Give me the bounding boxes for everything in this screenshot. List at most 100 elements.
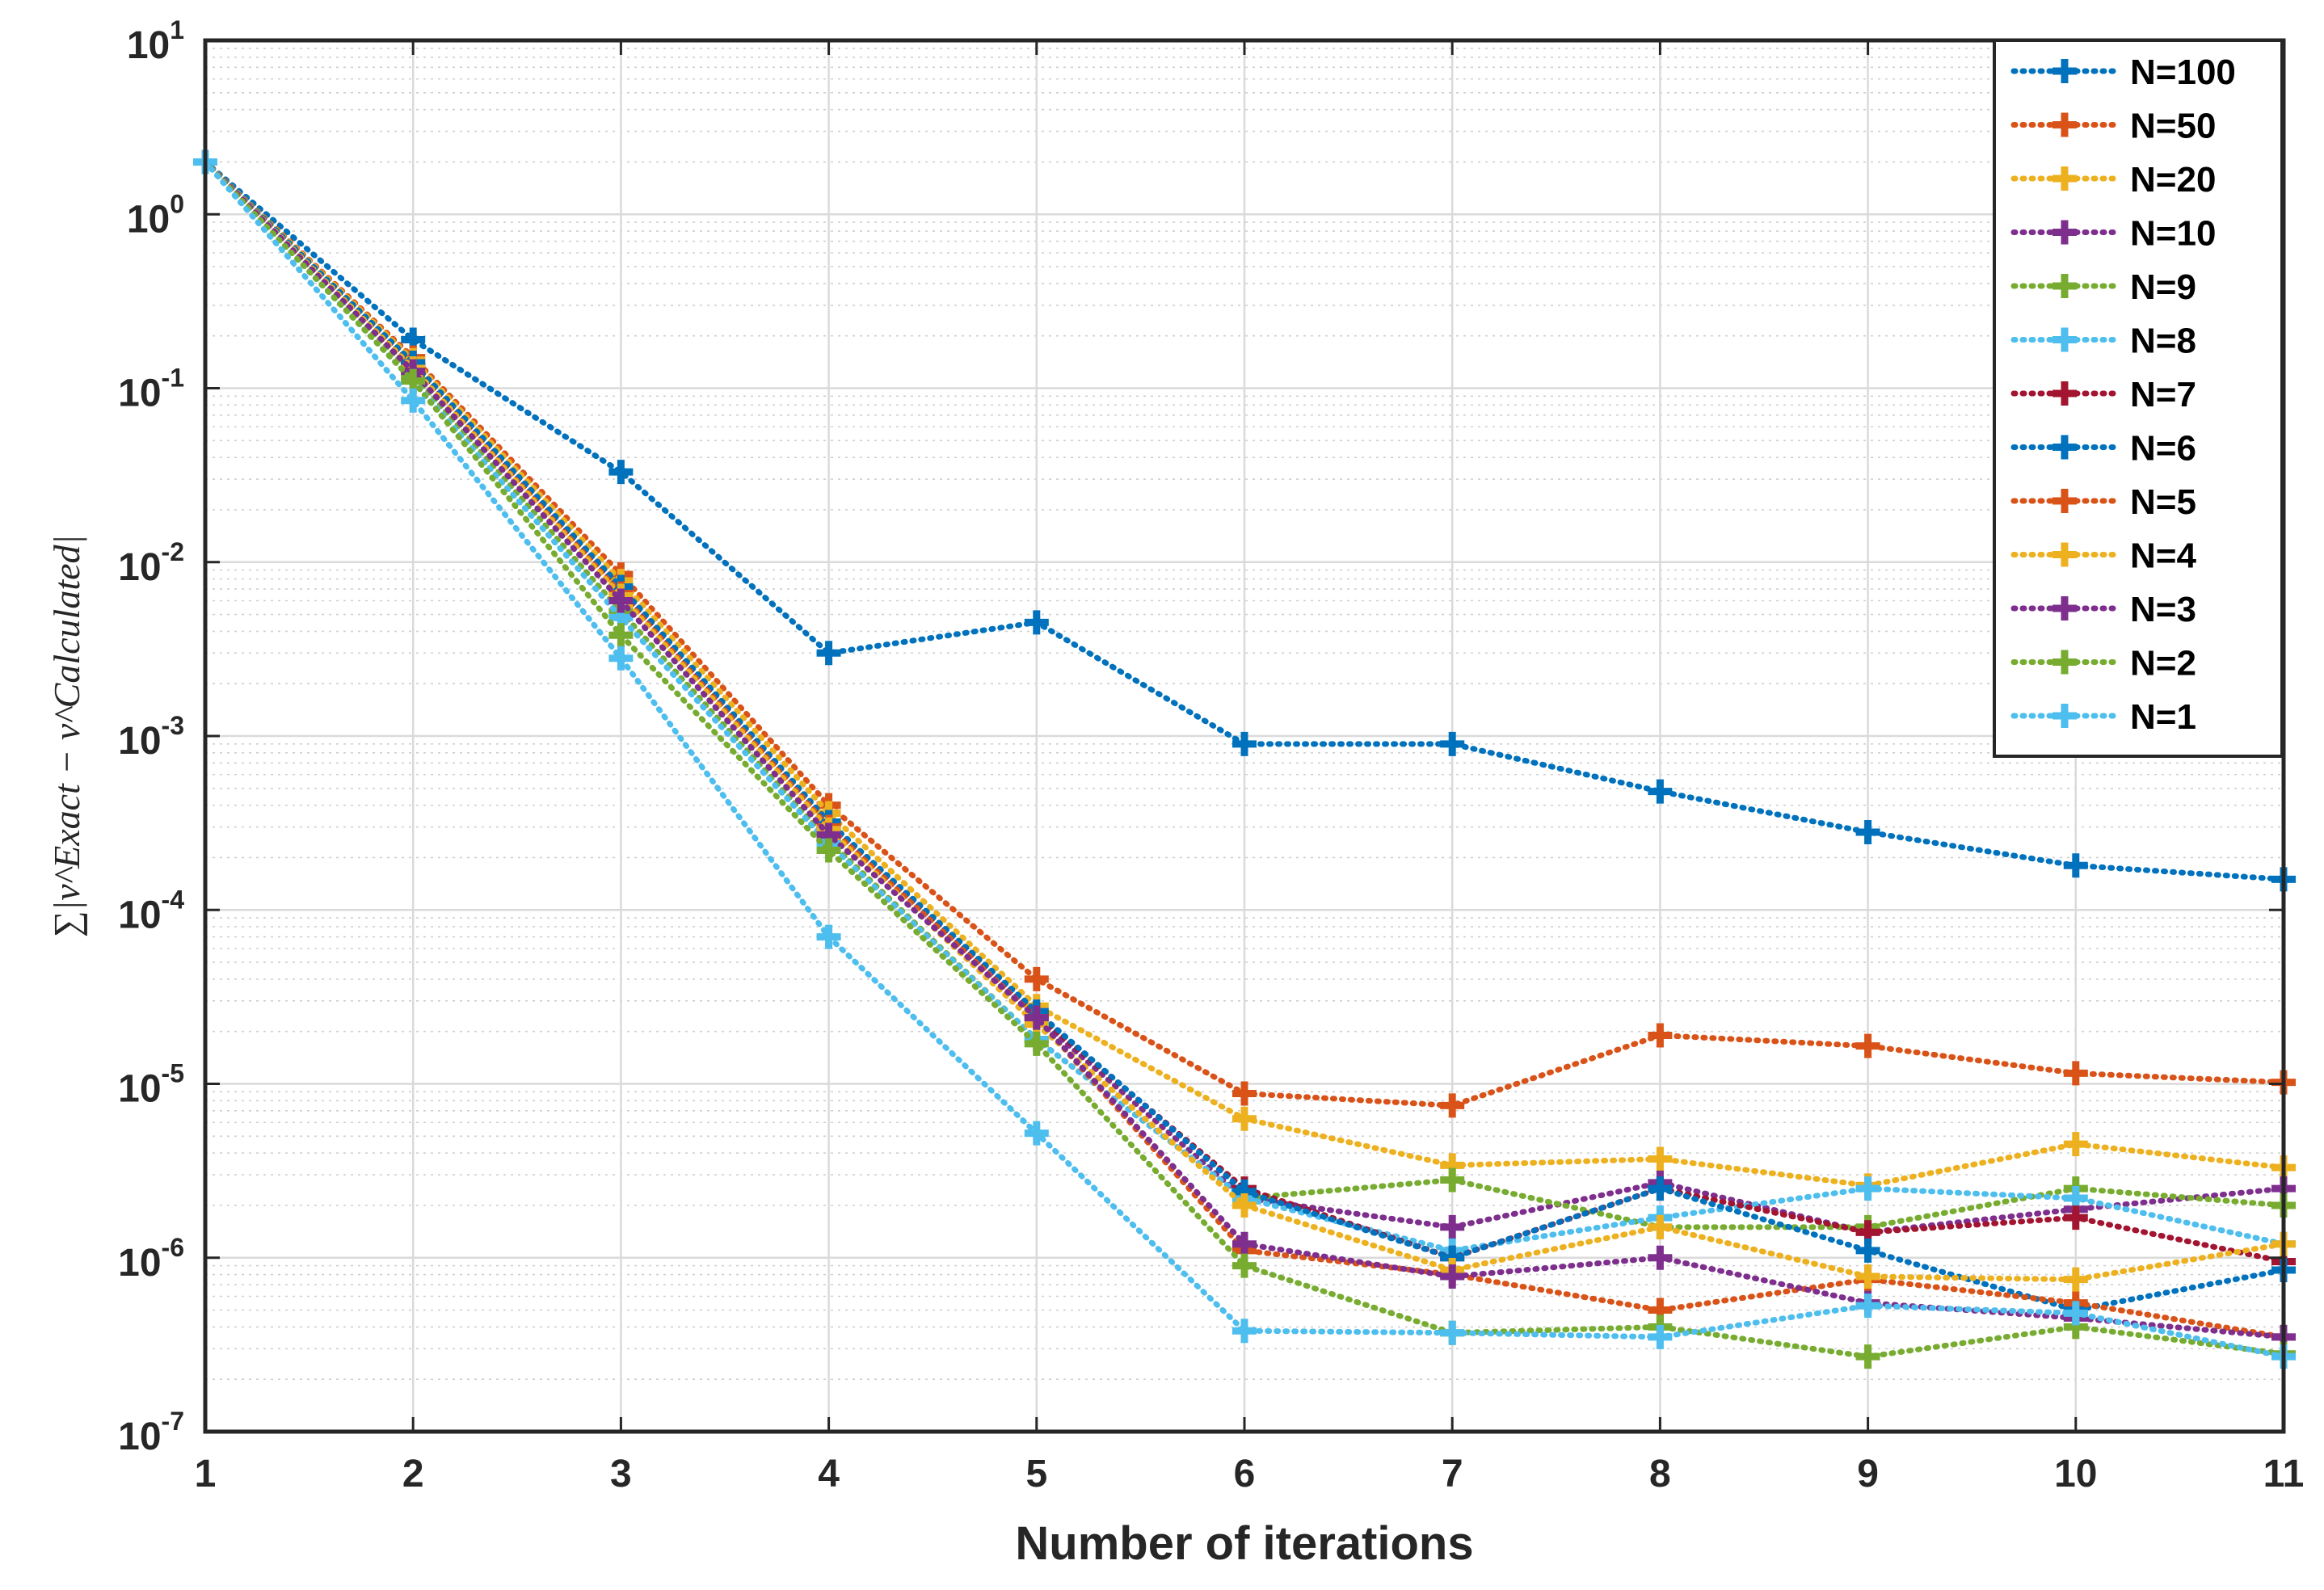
legend-item: N=8 xyxy=(2010,322,2196,361)
x-tick-label: 1 xyxy=(195,1453,217,1495)
data-point xyxy=(1024,966,1049,991)
data-point xyxy=(1648,1023,1673,1048)
legend-marker xyxy=(2052,435,2077,460)
x-tick-label: 8 xyxy=(1649,1453,1671,1495)
x-tick-label: 5 xyxy=(1025,1453,1047,1495)
legend-item: N=10 xyxy=(2010,214,2216,254)
legend-label: N=5 xyxy=(2130,482,2196,522)
data-point xyxy=(1648,779,1673,804)
legend-marker xyxy=(2052,489,2077,513)
legend-label: N=9 xyxy=(2130,267,2196,307)
data-point xyxy=(1648,1245,1673,1270)
data-point xyxy=(1855,1293,1880,1319)
data-point xyxy=(1232,1231,1257,1256)
data-point xyxy=(1024,610,1049,635)
y-tick-label: 10-7 xyxy=(118,1407,184,1458)
data-point xyxy=(816,924,841,949)
data-point xyxy=(1855,1238,1880,1263)
legend-item: N=20 xyxy=(2010,160,2216,200)
data-point xyxy=(1232,1253,1257,1278)
data-point xyxy=(2063,1301,2088,1326)
legend-label: N=100 xyxy=(2130,53,2236,92)
legend-marker xyxy=(2052,596,2077,620)
x-tick-label: 2 xyxy=(402,1453,424,1495)
legend-label: N=6 xyxy=(2130,429,2196,469)
legend-marker xyxy=(2052,59,2077,83)
legend-box xyxy=(1993,39,2284,758)
y-tick-label: 10-5 xyxy=(118,1059,184,1111)
data-point xyxy=(2063,1132,2088,1157)
x-axis-title: Number of iterations xyxy=(1015,1517,1473,1570)
data-point xyxy=(1855,1033,1880,1058)
legend-item: N=9 xyxy=(2010,267,2196,307)
legend-label: N=10 xyxy=(2130,214,2216,254)
data-point xyxy=(2063,1267,2088,1292)
x-tick-label: 3 xyxy=(610,1453,632,1495)
legend-label: N=50 xyxy=(2130,107,2216,146)
y-tick-label: 101 xyxy=(127,15,184,67)
series-line xyxy=(202,158,2287,1230)
series-line xyxy=(202,158,2287,1254)
data-point xyxy=(1024,1005,1049,1030)
x-tick-label: 9 xyxy=(1857,1453,1879,1495)
legend-item: N=2 xyxy=(2010,644,2196,684)
legend-item: N=100 xyxy=(2010,53,2236,92)
series-n-100 xyxy=(193,149,2296,892)
data-point xyxy=(1024,1121,1049,1146)
y-tick-label: 10-1 xyxy=(118,364,184,415)
y-axis-title: ∑|ν^Exact − ν^Calculated| xyxy=(46,535,87,937)
legend-item: N=3 xyxy=(2010,590,2196,629)
legend-label: N=8 xyxy=(2130,322,2196,361)
data-point xyxy=(608,588,634,613)
data-point xyxy=(1855,1176,1880,1201)
legend-item: N=50 xyxy=(2010,107,2216,146)
x-tick-label: 6 xyxy=(1234,1453,1256,1495)
data-point xyxy=(401,388,426,413)
data-point xyxy=(1855,1264,1880,1289)
data-point xyxy=(1440,1093,1465,1118)
legend-label: N=1 xyxy=(2130,697,2196,737)
legend-item: N=6 xyxy=(2010,429,2196,469)
data-point xyxy=(1648,1214,1673,1239)
data-point xyxy=(1440,1320,1465,1345)
x-tick-label: 7 xyxy=(1442,1453,1463,1495)
data-point xyxy=(2063,853,2088,878)
data-point xyxy=(608,460,634,485)
data-point xyxy=(1232,1319,1257,1344)
data-point xyxy=(1232,731,1257,756)
x-tick-labels: 1 2 3 4 5 6 7 8 9 10 11 xyxy=(195,1453,2305,1495)
legend-label: N=20 xyxy=(2130,160,2216,200)
data-point xyxy=(816,641,841,666)
data-point xyxy=(1648,1146,1673,1171)
data-point xyxy=(1440,731,1465,756)
legend-label: N=4 xyxy=(2130,536,2196,576)
tick-marks xyxy=(204,39,2285,1433)
legend-marker xyxy=(2052,166,2077,191)
legend-label: N=3 xyxy=(2130,590,2196,629)
y-tick-label: 10-2 xyxy=(118,537,184,589)
y-tick-label: 10-4 xyxy=(118,885,184,936)
y-tick-label: 10-3 xyxy=(118,711,184,763)
data-point xyxy=(1648,1324,1673,1349)
data-point xyxy=(1024,1031,1049,1056)
y-tick-label: 100 xyxy=(127,189,184,241)
data-point xyxy=(608,646,634,671)
legend-marker xyxy=(2052,220,2077,245)
data-point xyxy=(1440,1167,1465,1192)
legend-label: N=7 xyxy=(2130,375,2196,414)
y-axis-label: ∑|ν^Exact − ν^Calculated| xyxy=(46,535,87,937)
data-point xyxy=(1855,820,1880,844)
data-point xyxy=(1855,1344,1880,1369)
data-point xyxy=(2063,1061,2088,1086)
legend: N=100 N=50 N=20 N=10 N=9 N=8 N=7 N=6 N=5 N=4 N=3 N=… xyxy=(1993,39,2284,758)
legend-item: N=1 xyxy=(2010,697,2196,737)
data-point xyxy=(1440,1214,1465,1239)
data-point xyxy=(1440,1264,1465,1289)
legend-marker xyxy=(2052,327,2077,352)
x-tick-label: 11 xyxy=(2263,1453,2305,1495)
y-tick-label: 10-6 xyxy=(118,1233,184,1285)
legend-marker xyxy=(2052,381,2077,406)
legend-marker xyxy=(2052,112,2077,137)
